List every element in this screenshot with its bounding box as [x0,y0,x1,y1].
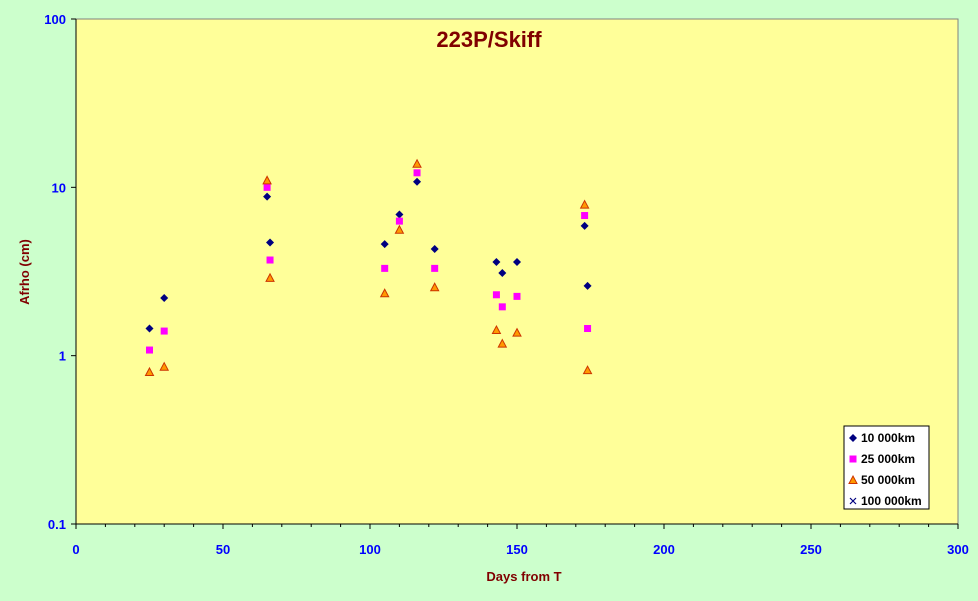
data-point [492,291,500,299]
data-point [146,346,153,354]
x-tick-label: 100 [359,542,381,557]
ticks: 0 50 100 150 200 250 300 0.1 1 10 100 [44,12,969,557]
legend-entry-label: 25 000km [861,452,915,466]
data-point [263,192,272,201]
x-axis-label: Days from T [486,569,561,584]
x-tick-label: 300 [947,542,969,557]
data-point [395,217,403,225]
y-tick-label: 1 [59,349,66,364]
data-point [160,327,168,335]
x-tick-label: 0 [72,542,79,557]
data-point [262,175,272,185]
data-point [431,264,439,272]
data-point [145,324,154,333]
data-point [412,158,422,168]
plot-area [75,18,959,525]
data-point [497,338,508,348]
y-axis-label: Afrho (cm) [17,239,32,305]
x-tick-label: 200 [653,542,675,557]
legend-entry-label: 50 000km [861,473,915,487]
y-tick-label: 0.1 [48,517,66,532]
data-point [160,294,169,303]
x-tick-label: 250 [800,542,822,557]
data-point [144,366,155,376]
chart-title: 223P/Skiff [436,27,542,52]
x-tick-label: 50 [216,542,230,557]
legend-marker [848,474,858,484]
data-point [579,199,590,209]
legend-marker [849,455,857,463]
data-point [498,268,507,277]
legend: 10 000km 25 000km 50 000km 100 000km [843,425,930,510]
data-points [144,158,593,376]
data-point [498,303,506,311]
data-point [266,256,274,264]
data-point [413,169,421,177]
legend-box [843,425,930,510]
data-point [381,264,389,272]
data-point [430,245,439,254]
data-point [159,361,170,371]
data-point [581,212,589,220]
data-point [491,324,502,335]
data-point [580,221,589,230]
data-point [513,292,521,300]
y-tick-label: 10 [52,180,66,195]
y-tick-label: 100 [44,12,66,27]
legend-entry-label: 100 000km [861,494,922,508]
data-point [584,325,592,333]
data-point [265,272,275,282]
data-point [413,177,422,186]
data-point [380,240,389,249]
data-point [266,238,275,247]
data-point [395,210,404,219]
legend-marker [849,497,857,505]
data-point [512,327,522,337]
x-tick-label: 150 [506,542,528,557]
data-point [429,282,440,292]
data-point [492,258,501,267]
data-point [583,281,592,290]
data-point [582,365,593,375]
data-point [263,183,271,191]
data-point [394,224,405,234]
data-point [513,258,521,267]
legend-entry-label: 10 000km [861,431,915,445]
legend-marker [849,434,857,442]
data-point [379,288,390,298]
